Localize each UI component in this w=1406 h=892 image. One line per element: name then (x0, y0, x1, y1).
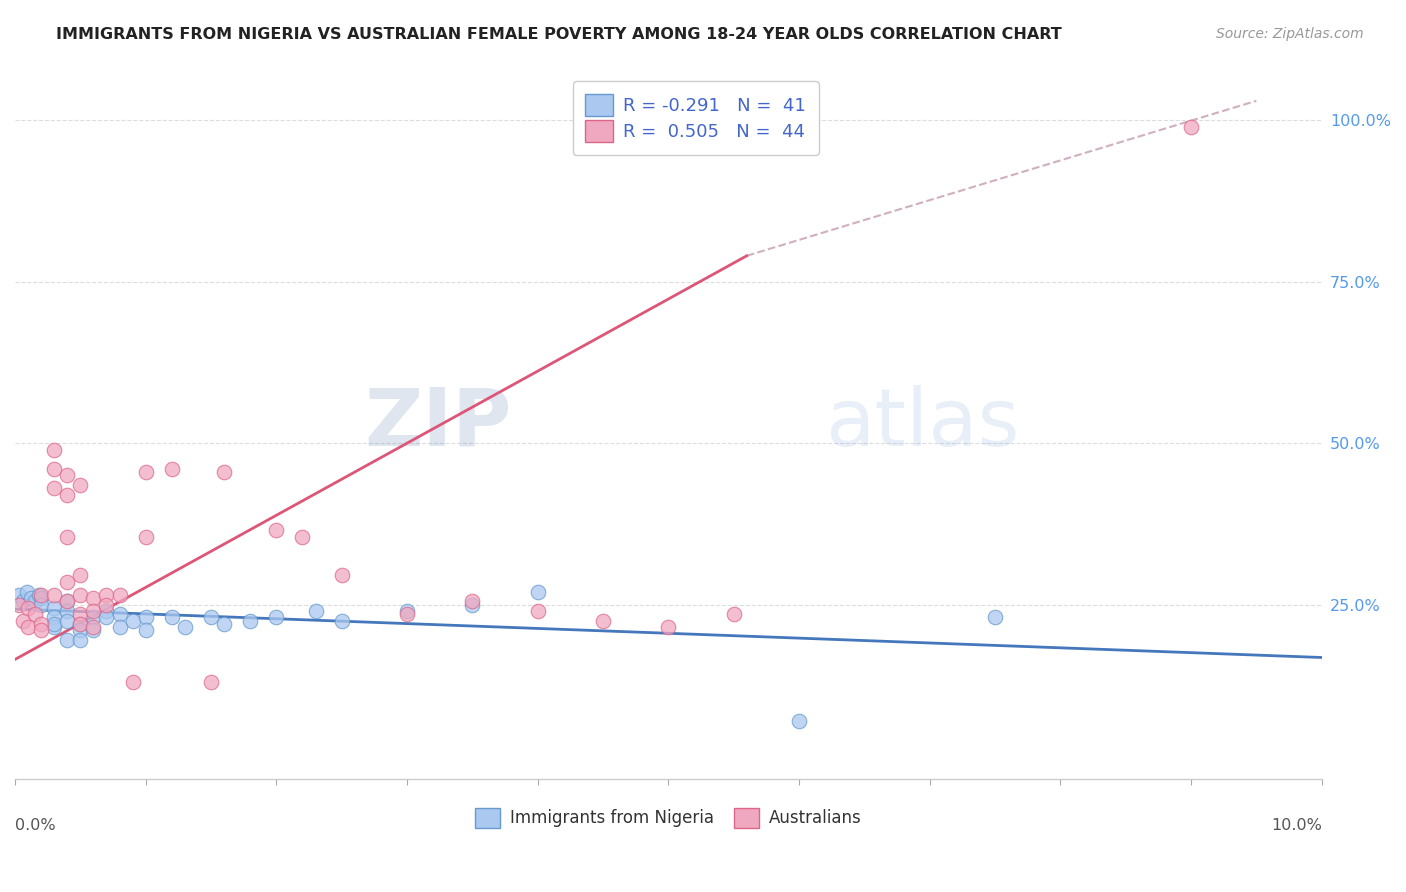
Point (160, 462, 183, 476)
Point (44, 442, 66, 457)
Point (121, 614, 143, 628)
Text: IMMIGRANTS FROM NIGERIA VS AUSTRALIAN FEMALE POVERTY AMONG 18-24 YEAR OLDS CORRE: IMMIGRANTS FROM NIGERIA VS AUSTRALIAN FE… (56, 27, 1062, 42)
Point (135, 610, 157, 624)
Point (69, 633, 91, 648)
Point (461, 594, 484, 608)
Point (69, 616, 91, 631)
Point (135, 530, 157, 544)
Point (24, 607, 46, 622)
Point (200, 675, 222, 690)
Point (30, 624, 52, 638)
Point (984, 610, 1007, 624)
Point (212, 616, 235, 631)
Point (11, 594, 34, 608)
Point (30, 598, 52, 612)
Point (69, 616, 91, 631)
Text: 0.0%: 0.0% (15, 818, 56, 833)
Point (7, 598, 30, 612)
Point (266, 610, 288, 624)
Point (44, 620, 66, 634)
Point (212, 465, 235, 479)
Point (30, 591, 52, 606)
Point (592, 614, 614, 628)
Point (69, 624, 91, 638)
Point (27, 588, 49, 602)
Point (787, 714, 810, 728)
Point (239, 614, 262, 628)
Point (11, 614, 34, 628)
Point (1180, 120, 1202, 134)
Point (44, 616, 66, 631)
Point (7, 588, 30, 602)
Point (461, 598, 484, 612)
Point (200, 610, 222, 624)
Point (69, 588, 91, 602)
Point (56, 574, 79, 589)
Point (121, 675, 143, 690)
Point (304, 604, 326, 618)
Point (657, 620, 679, 634)
Point (108, 620, 131, 634)
Point (44, 481, 66, 495)
Point (395, 604, 418, 618)
Point (82, 620, 104, 634)
Point (44, 462, 66, 476)
Point (330, 568, 353, 582)
Point (56, 594, 79, 608)
Point (135, 624, 157, 638)
Text: atlas: atlas (825, 384, 1019, 463)
Point (266, 523, 288, 537)
Point (69, 568, 91, 582)
Point (160, 610, 183, 624)
Text: 10.0%: 10.0% (1271, 818, 1322, 833)
Point (69, 478, 91, 492)
Point (24, 594, 46, 608)
Point (135, 465, 157, 479)
Point (44, 610, 66, 624)
Point (56, 594, 79, 608)
Point (56, 604, 79, 618)
Point (330, 614, 353, 628)
Point (82, 610, 104, 624)
Point (30, 616, 52, 631)
Point (56, 633, 79, 648)
Point (20, 591, 42, 606)
Point (56, 468, 79, 483)
Point (56, 530, 79, 544)
Point (173, 620, 195, 634)
Point (723, 607, 745, 622)
Point (526, 604, 548, 618)
Point (56, 488, 79, 502)
Point (44, 600, 66, 615)
Point (69, 607, 91, 622)
Point (15, 584, 38, 599)
Point (17, 600, 39, 615)
Point (17, 620, 39, 634)
Point (96, 604, 118, 618)
Point (96, 588, 118, 602)
Legend: Immigrants from Nigeria, Australians: Immigrants from Nigeria, Australians (468, 801, 869, 835)
Point (291, 530, 314, 544)
Point (44, 588, 66, 602)
Point (82, 624, 104, 638)
Point (56, 614, 79, 628)
Text: ZIP: ZIP (364, 384, 512, 463)
Point (526, 584, 548, 599)
Point (30, 588, 52, 602)
Text: Source: ZipAtlas.com: Source: ZipAtlas.com (1216, 27, 1364, 41)
Point (96, 610, 118, 624)
Point (395, 607, 418, 622)
Point (82, 591, 104, 606)
Point (108, 607, 131, 622)
Point (82, 604, 104, 618)
Point (108, 588, 131, 602)
Point (96, 598, 118, 612)
